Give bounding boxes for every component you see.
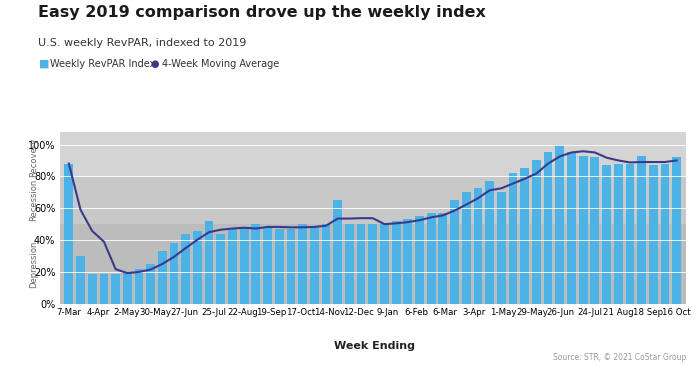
Bar (134, 269, 144, 304)
Bar (567, 153, 576, 304)
Bar (544, 153, 552, 304)
Bar (661, 164, 669, 304)
Text: Source: STR, © 2021 CoStar Group: Source: STR, © 2021 CoStar Group (552, 353, 686, 362)
Bar (345, 224, 354, 304)
Bar (555, 145, 564, 304)
Bar (450, 200, 459, 304)
Bar (60, 176, 686, 224)
Bar (403, 219, 412, 304)
Bar (216, 234, 225, 304)
Bar (333, 200, 342, 304)
Text: Weekly RevPAR Index: Weekly RevPAR Index (50, 59, 156, 69)
Bar (649, 165, 658, 304)
Bar (497, 192, 505, 304)
Bar (60, 132, 686, 176)
Text: ●: ● (150, 59, 159, 69)
Bar (263, 227, 272, 304)
Bar (392, 221, 400, 304)
Text: Recovery: Recovery (29, 138, 38, 177)
Bar (520, 168, 529, 304)
Bar (64, 164, 74, 304)
Bar (321, 224, 330, 304)
Bar (181, 234, 190, 304)
Bar (275, 229, 284, 304)
Bar (158, 251, 167, 304)
Bar (193, 231, 202, 304)
Bar (251, 224, 260, 304)
Bar (123, 272, 132, 304)
Bar (672, 157, 681, 304)
Bar (88, 273, 97, 304)
Text: Recession: Recession (29, 179, 38, 221)
Text: Week Ending: Week Ending (334, 341, 415, 351)
Bar (626, 164, 634, 304)
Bar (357, 224, 365, 304)
Bar (590, 157, 599, 304)
Bar (76, 256, 85, 304)
Text: 4-Week Moving Average: 4-Week Moving Average (162, 59, 279, 69)
Bar (637, 156, 646, 304)
Bar (146, 264, 155, 304)
Bar (204, 221, 214, 304)
Bar (474, 187, 482, 304)
Bar (602, 165, 611, 304)
Text: ■: ■ (38, 59, 49, 69)
Bar (415, 216, 424, 304)
Bar (310, 226, 319, 304)
Text: Depression: Depression (29, 240, 38, 288)
Bar (286, 229, 295, 304)
Bar (228, 229, 237, 304)
Bar (485, 181, 494, 304)
Bar (462, 192, 470, 304)
Bar (240, 227, 248, 304)
Bar (368, 224, 377, 304)
Bar (532, 160, 541, 304)
Bar (380, 224, 389, 304)
Bar (427, 213, 435, 304)
Text: U.S. weekly RevPAR, indexed to 2019: U.S. weekly RevPAR, indexed to 2019 (38, 38, 247, 48)
Text: Easy 2019 comparison drove up the weekly index: Easy 2019 comparison drove up the weekly… (38, 5, 486, 20)
Bar (438, 213, 447, 304)
Bar (169, 243, 178, 304)
Bar (298, 224, 307, 304)
Bar (579, 156, 587, 304)
Bar (614, 164, 622, 304)
Bar (509, 173, 517, 304)
Bar (111, 273, 120, 304)
Bar (99, 273, 108, 304)
Bar (60, 224, 686, 304)
